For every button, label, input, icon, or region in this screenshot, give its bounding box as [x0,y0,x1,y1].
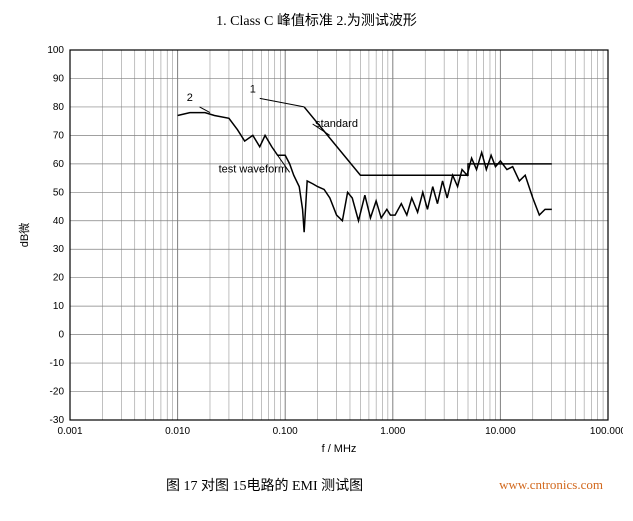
annotation: 1 [250,84,256,96]
svg-text:70: 70 [53,130,65,141]
svg-text:80: 80 [53,102,65,113]
svg-text:-20: -20 [50,387,65,398]
svg-text:1.000: 1.000 [380,426,405,437]
svg-text:10: 10 [53,301,65,312]
svg-text:60: 60 [53,159,65,170]
footer: 图 17 对图 15电路的 EMI 测试图 www.cntronics.com [10,475,623,495]
chart-svg: -30 -20 -10 0 10 20 30 40 50 60 70 80 90 100 0.001 0.01… [10,40,623,460]
svg-text:30: 30 [53,244,65,255]
svg-text:100.000: 100.000 [590,426,623,437]
svg-text:50: 50 [53,187,65,198]
emi-chart: -30 -20 -10 0 10 20 30 40 50 60 70 80 90 100 0.001 0.01… [10,40,623,460]
svg-text:0.001: 0.001 [57,426,82,437]
annotation: test waveform [219,163,287,175]
svg-text:90: 90 [53,73,65,84]
svg-text:-10: -10 [50,358,65,369]
source-link[interactable]: www.cntronics.com [499,477,603,493]
svg-text:100: 100 [47,45,64,56]
svg-text:-30: -30 [50,415,65,426]
chart-legend-header: 1. Class C 峰值标准 2.为测试波形 [10,10,623,30]
svg-text:10.000: 10.000 [485,426,516,437]
svg-text:f / MHz: f / MHz [322,443,357,455]
svg-text:dB微: dB微 [17,223,31,247]
svg-text:0.100: 0.100 [273,426,298,437]
figure-caption: 图 17 对图 15电路的 EMI 测试图 [30,475,499,495]
svg-text:20: 20 [53,273,65,284]
svg-text:0: 0 [58,330,64,341]
annotation: standard [315,118,358,130]
svg-text:40: 40 [53,216,65,227]
svg-text:0.010: 0.010 [165,426,190,437]
annotation: 2 [187,92,193,104]
